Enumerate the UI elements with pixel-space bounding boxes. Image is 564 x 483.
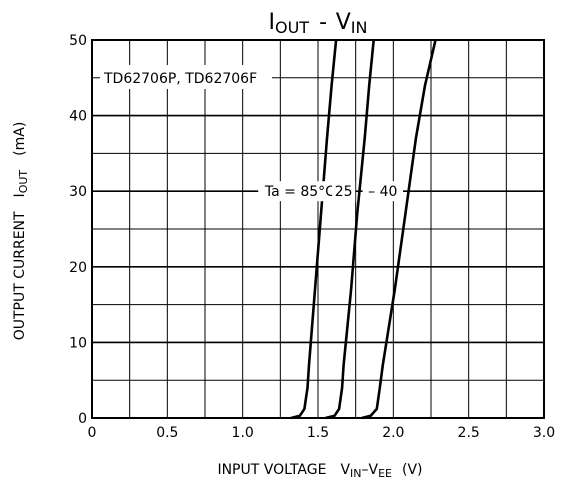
y-tick-labels: 0 10 20 30 40 50: [69, 33, 87, 427]
x-tick-labels: 0 0.5 1.0 1.5 2.0 2.5 3.0: [88, 425, 556, 441]
device-label: TD62706P, TD62706F: [103, 71, 257, 87]
plot-frame: [91, 39, 545, 419]
series-line: [325, 39, 375, 420]
series-label-backdrop: [332, 181, 356, 202]
x-tick-label: 1.0: [232, 425, 254, 441]
x-tick-label: 1.5: [307, 425, 329, 441]
y-tick-label: 40: [69, 109, 87, 125]
series-label: Ta = 85°C: [264, 184, 335, 200]
y-axis-label: OUTPUT CURRENTIOUT(mA): [12, 122, 30, 341]
x-tick-label: 2.5: [458, 425, 480, 441]
device-label-backdrop: [100, 65, 272, 89]
series-line: [290, 39, 338, 420]
series-label-backdrop: [362, 181, 403, 202]
y-tick-label: 10: [69, 335, 87, 351]
series-label: – 40: [368, 184, 397, 200]
x-tick-label: 0: [88, 425, 97, 441]
minor-grid: [92, 40, 544, 418]
y-tick-label: 30: [69, 184, 87, 200]
y-tick-label: 20: [69, 260, 87, 276]
curves: [290, 39, 437, 420]
x-tick-label: 3.0: [533, 425, 555, 441]
series-label: 25: [335, 184, 353, 200]
x-tick-label: 2.0: [382, 425, 404, 441]
y-tick-label: 0: [78, 411, 87, 427]
x-axis-label: INPUT VOLTAGE VIN–VEE (V): [217, 462, 422, 480]
series-line: [361, 39, 437, 420]
y-tick-label: 50: [69, 33, 87, 49]
series-label-backdrop: [258, 181, 342, 202]
series-labels: Ta = 85°C 25 – 40: [258, 181, 403, 202]
x-tick-label: 0.5: [156, 425, 178, 441]
chart-title: IOUT - VIN: [269, 10, 368, 37]
